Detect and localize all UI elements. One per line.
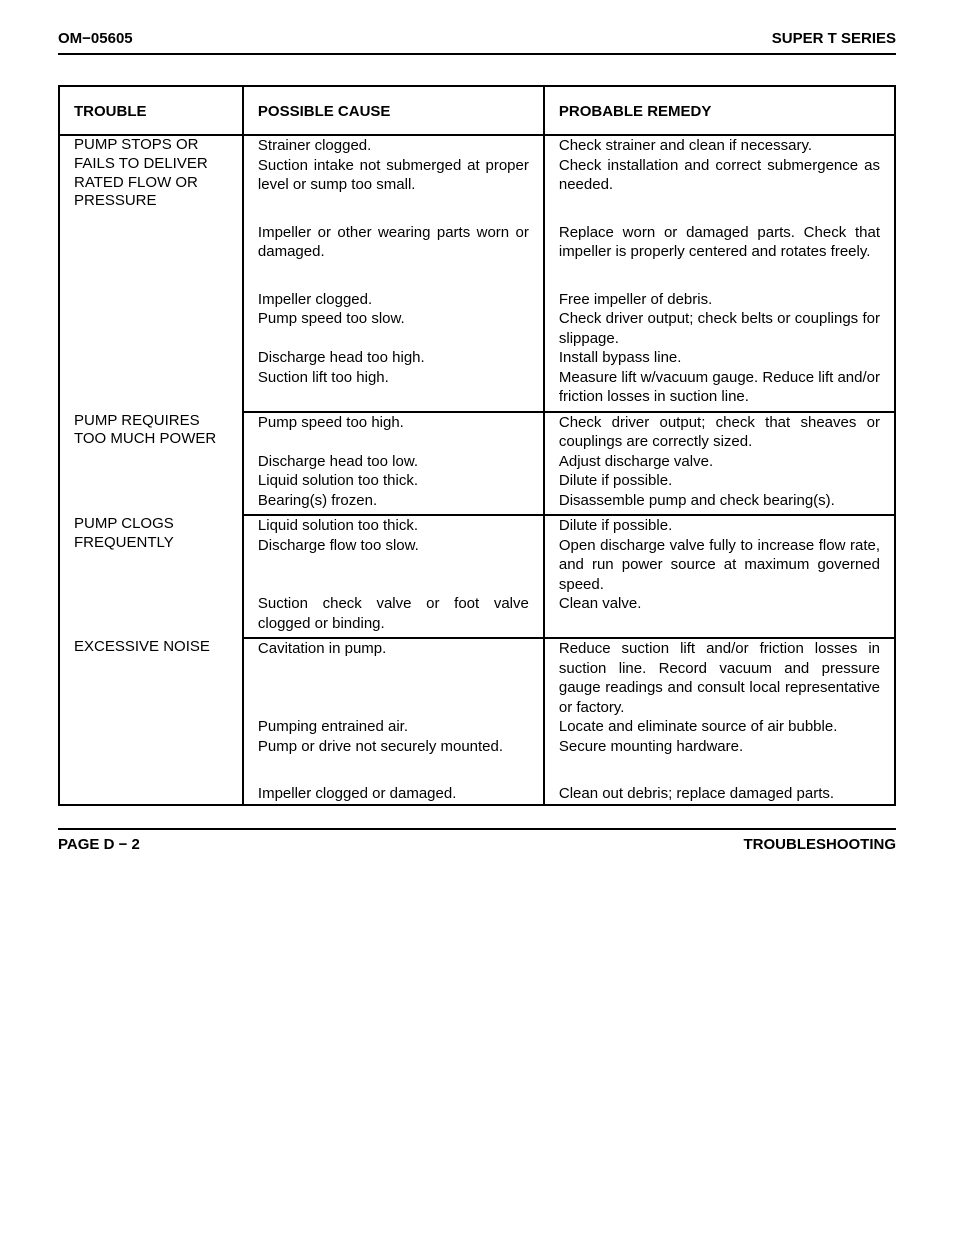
cause-text: Impeller or other wearing parts worn or … [258, 223, 529, 262]
cause-text: Impeller clogged. [258, 290, 529, 310]
cause-text: Pumping entrained air. [258, 717, 529, 737]
cause-text: Suction lift too high. [258, 368, 529, 388]
remedy-cell: Measure lift w/vacuum gauge. Reduce lift… [544, 368, 895, 412]
footer-page-num: PAGE D − 2 [58, 836, 140, 853]
cause-text: Liquid solution too thick. [258, 471, 529, 491]
remedy-cell: Open discharge valve fully to increase f… [544, 536, 895, 595]
remedy-cell: Dilute if possible. [544, 515, 895, 536]
header-doc-id: OM−05605 [58, 30, 133, 47]
cause-text: Pump or drive not securely mounted. [258, 737, 529, 757]
footer-section: TROUBLESHOOTING [744, 836, 897, 853]
cause-text: Suction intake not submerged at proper l… [258, 156, 529, 195]
remedy-cell: Check installation and correct submergen… [544, 156, 895, 195]
table-header-row: TROUBLE POSSIBLE CAUSE PROBABLE REMEDY [59, 86, 895, 135]
remedy-text: Disassemble pump and check bearing(s). [559, 491, 880, 511]
cause-text: Strainer clogged. [258, 136, 529, 156]
cause-text: Cavitation in pump. [258, 639, 529, 659]
cause-cell: Liquid solution too thick. [243, 471, 544, 491]
cause-text: Impeller clogged or damaged. [258, 784, 529, 804]
remedy-cell: Clean out debris; replace damaged parts. [544, 756, 895, 805]
remedy-cell: Check driver output; check that sheaves … [544, 412, 895, 452]
remedy-cell: Install bypass line. [544, 348, 895, 368]
remedy-text: Measure lift w/vacuum gauge. Reduce lift… [559, 368, 880, 407]
table-row: PUMP CLOGS FREQUENTLYLiquid solution too… [59, 515, 895, 536]
remedy-text: Dilute if possible. [559, 516, 880, 536]
cause-cell: Pumping entrained air. [243, 717, 544, 737]
trouble-cell: PUMP REQUIRES TOO MUCH POWER [59, 412, 243, 516]
cause-text: Pump speed too slow. [258, 309, 529, 329]
remedy-text: Open discharge valve fully to increase f… [559, 536, 880, 595]
cause-cell: Discharge head too high. [243, 348, 544, 368]
page-footer: PAGE D − 2 TROUBLESHOOTING [58, 828, 896, 853]
cause-text: Bearing(s) frozen. [258, 491, 529, 511]
cause-cell: Suction check valve or foot valve clogge… [243, 594, 544, 638]
cause-cell: Bearing(s) frozen. [243, 491, 544, 516]
remedy-text: Adjust discharge valve. [559, 452, 880, 472]
remedy-text: Secure mounting hardware. [559, 737, 880, 757]
remedy-cell: Secure mounting hardware. [544, 737, 895, 757]
cause-cell: Strainer clogged. [243, 135, 544, 156]
remedy-cell: Replace worn or damaged parts. Check tha… [544, 195, 895, 262]
trouble-cell: EXCESSIVE NOISE [59, 638, 243, 805]
cause-cell: Impeller or other wearing parts worn or … [243, 195, 544, 262]
cause-cell: Liquid solution too thick. [243, 515, 544, 536]
cause-cell: Discharge head too low. [243, 452, 544, 472]
remedy-cell: Free impeller of debris. [544, 262, 895, 310]
cause-cell: Suction intake not submerged at proper l… [243, 156, 544, 195]
cause-text: Pump speed too high. [258, 413, 529, 433]
table-row: PUMP STOPS OR FAILS TO DELIVER RATED FLO… [59, 135, 895, 156]
remedy-cell: Clean valve. [544, 594, 895, 638]
col-header-cause: POSSIBLE CAUSE [243, 86, 544, 135]
remedy-text: Reduce suction lift and/or friction loss… [559, 639, 880, 717]
page-header: OM−05605 SUPER T SERIES [58, 30, 896, 55]
remedy-cell: Check driver output; check belts or coup… [544, 309, 895, 348]
table-row: EXCESSIVE NOISECavitation in pump.Reduce… [59, 638, 895, 717]
remedy-cell: Locate and eliminate source of air bubbl… [544, 717, 895, 737]
remedy-text: Free impeller of debris. [559, 290, 880, 310]
cause-cell: Cavitation in pump. [243, 638, 544, 717]
cause-cell: Pump speed too high. [243, 412, 544, 452]
remedy-text: Check installation and correct submergen… [559, 156, 880, 195]
remedy-text: Install bypass line. [559, 348, 880, 368]
header-series: SUPER T SERIES [772, 30, 896, 47]
remedy-text: Clean valve. [559, 594, 880, 614]
troubleshooting-table: TROUBLE POSSIBLE CAUSE PROBABLE REMEDY P… [58, 85, 896, 806]
trouble-cell: PUMP STOPS OR FAILS TO DELIVER RATED FLO… [59, 135, 243, 412]
cause-cell: Pump or drive not securely mounted. [243, 737, 544, 757]
cause-cell: Discharge flow too slow. [243, 536, 544, 595]
cause-text: Liquid solution too thick. [258, 516, 529, 536]
remedy-text: Check driver output; check that sheaves … [559, 413, 880, 452]
cause-cell: Impeller clogged or damaged. [243, 756, 544, 805]
col-header-trouble: TROUBLE [59, 86, 243, 135]
remedy-text: Locate and eliminate source of air bubbl… [559, 717, 880, 737]
remedy-text: Dilute if possible. [559, 471, 880, 491]
cause-cell: Pump speed too slow. [243, 309, 544, 348]
cause-text: Discharge flow too slow. [258, 536, 529, 556]
col-header-remedy: PROBABLE REMEDY [544, 86, 895, 135]
remedy-cell: Disassemble pump and check bearing(s). [544, 491, 895, 516]
remedy-cell: Adjust discharge valve. [544, 452, 895, 472]
remedy-text: Replace worn or damaged parts. Check tha… [559, 223, 880, 262]
cause-text: Discharge head too high. [258, 348, 529, 368]
remedy-cell: Check strainer and clean if necessary. [544, 135, 895, 156]
remedy-cell: Reduce suction lift and/or friction loss… [544, 638, 895, 717]
remedy-text: Check driver output; check belts or coup… [559, 309, 880, 348]
remedy-text: Check strainer and clean if necessary. [559, 136, 880, 156]
remedy-text: Clean out debris; replace damaged parts. [559, 784, 880, 804]
table-row: PUMP REQUIRES TOO MUCH POWERPump speed t… [59, 412, 895, 452]
cause-text: Discharge head too low. [258, 452, 529, 472]
cause-text: Suction check valve or foot valve clogge… [258, 594, 529, 633]
cause-cell: Suction lift too high. [243, 368, 544, 412]
trouble-cell: PUMP CLOGS FREQUENTLY [59, 515, 243, 638]
remedy-cell: Dilute if possible. [544, 471, 895, 491]
cause-cell: Impeller clogged. [243, 262, 544, 310]
